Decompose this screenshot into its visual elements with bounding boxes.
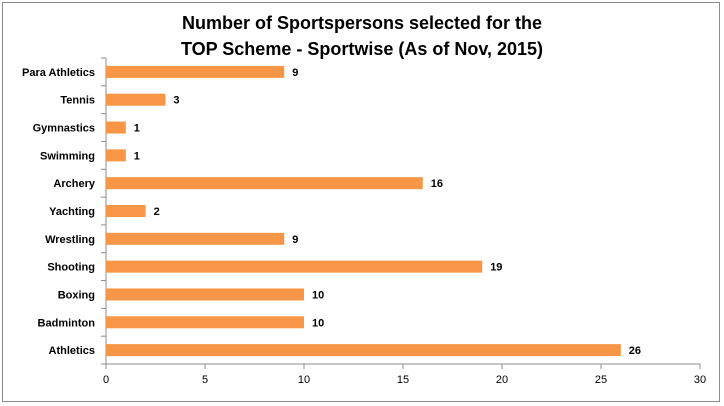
bar-athletics [106,344,621,357]
bar-para-athletics [106,65,285,78]
x-tick-label: 5 [202,374,208,386]
x-tick-label: 30 [694,374,706,386]
x-tick-label: 25 [595,374,607,386]
data-label: 2 [154,206,160,218]
chart-title: Number of Sportspersons selected for the… [0,10,724,62]
category-label: Shooting [47,262,95,274]
x-tick-label: 0 [103,374,109,386]
bar-yachting [106,205,146,217]
data-label: 1 [134,123,140,135]
chart-bars [106,65,621,357]
category-label: Athletics [49,345,95,357]
data-label: 26 [629,345,641,357]
chart-axes [101,57,701,369]
bar-gymnastics [106,121,126,134]
data-label: 10 [312,289,324,301]
x-tick-label: 15 [397,374,409,386]
data-label: 3 [173,95,179,107]
chart-title-line-2: TOP Scheme - Sportwise (As of Nov, 2015) [180,39,544,59]
x-tick-label: 10 [298,374,310,386]
data-label: 9 [292,67,298,79]
bar-archery [106,177,423,190]
data-label: 19 [490,262,502,274]
category-label: Gymnastics [33,123,95,135]
category-label: Para Athletics [22,67,95,79]
chart-labels: 0 5 10 15 20 25 30 Para Athletics 9 Tennis 3 Gymnas… [22,67,706,386]
category-label: Wrestling [45,234,95,246]
bar-boxing [106,288,304,301]
data-label: 9 [292,234,298,246]
category-label: Tennis [60,95,95,107]
data-label: 1 [134,150,140,162]
data-label: 10 [312,317,324,329]
data-label: 16 [431,178,443,190]
bar-badminton [106,316,304,329]
category-label: Swimming [40,150,95,162]
category-label: Badminton [38,317,96,329]
chart-title-line-1: Number of Sportspersons selected for the [181,13,543,33]
category-label: Boxing [58,289,95,301]
bar-wrestling [106,232,285,245]
bar-tennis [106,93,166,106]
x-tick-label: 20 [496,374,508,386]
bar-shooting [106,260,483,273]
bar-swimming [106,149,126,162]
category-label: Archery [53,178,95,190]
category-label: Yachting [49,206,95,218]
